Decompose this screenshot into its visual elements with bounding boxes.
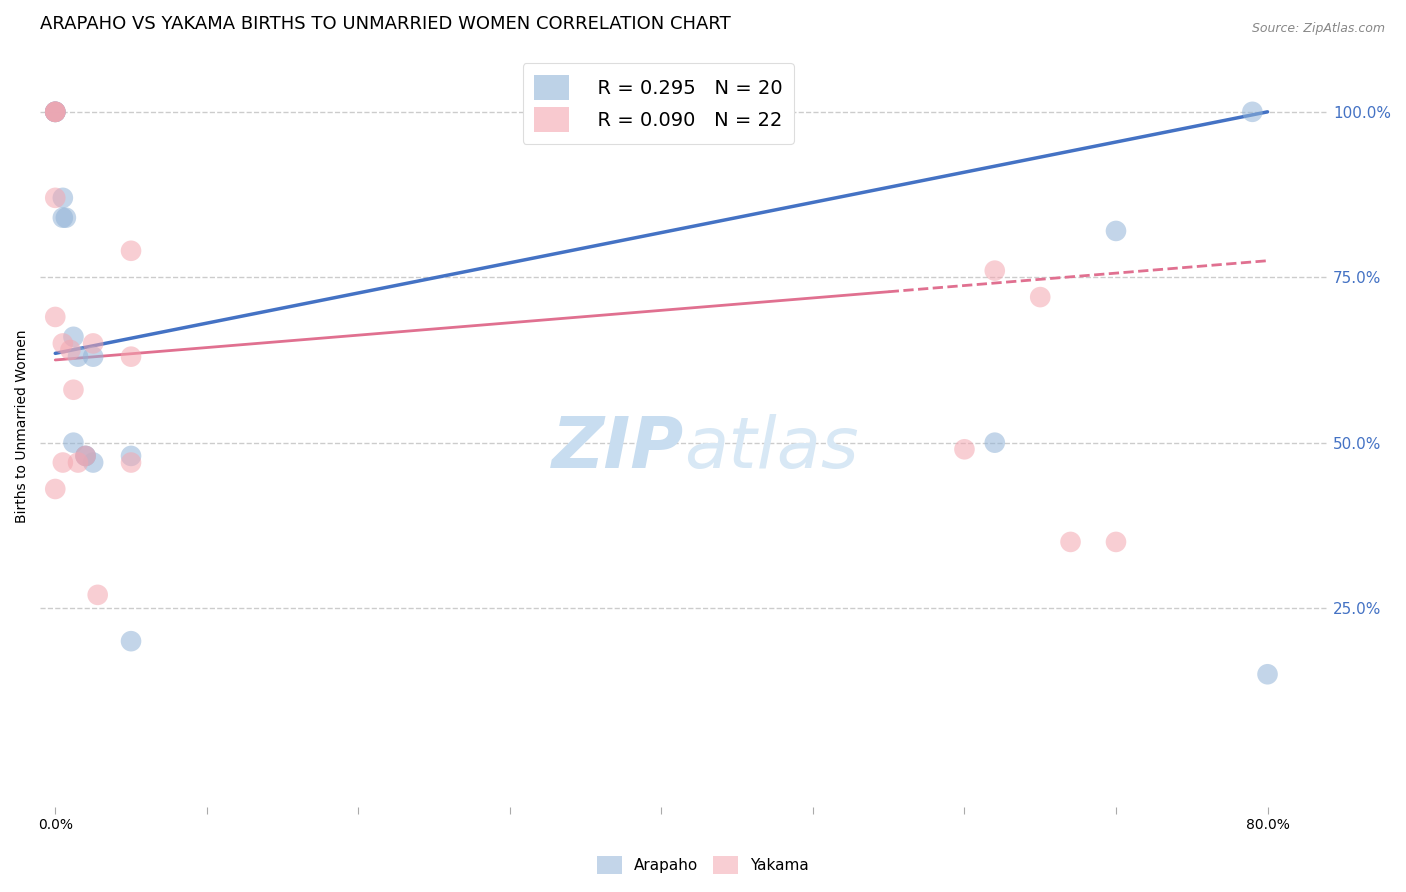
Point xyxy=(44,310,66,324)
Point xyxy=(44,191,66,205)
Point xyxy=(75,449,97,463)
Point xyxy=(1241,104,1264,119)
Point xyxy=(1029,290,1052,304)
Point xyxy=(86,588,108,602)
Legend:   R = 0.295   N = 20,   R = 0.090   N = 22: R = 0.295 N = 20, R = 0.090 N = 22 xyxy=(523,63,794,145)
Point xyxy=(120,350,142,364)
Point xyxy=(44,104,66,119)
Point xyxy=(75,449,97,463)
Legend: Arapaho, Yakama: Arapaho, Yakama xyxy=(591,850,815,880)
Point xyxy=(52,191,75,205)
Point xyxy=(82,350,104,364)
Point xyxy=(984,263,1007,277)
Point xyxy=(82,336,104,351)
Point xyxy=(44,104,66,119)
Y-axis label: Births to Unmarried Women: Births to Unmarried Women xyxy=(15,329,30,523)
Point xyxy=(120,244,142,258)
Point xyxy=(52,211,75,225)
Point xyxy=(953,442,976,457)
Point xyxy=(1257,667,1279,681)
Text: ARAPAHO VS YAKAMA BIRTHS TO UNMARRIED WOMEN CORRELATION CHART: ARAPAHO VS YAKAMA BIRTHS TO UNMARRIED WO… xyxy=(41,15,731,33)
Point xyxy=(44,104,66,119)
Point xyxy=(62,330,84,344)
Point xyxy=(1105,535,1128,549)
Point xyxy=(66,350,89,364)
Point xyxy=(120,456,142,470)
Point xyxy=(1105,224,1128,238)
Point xyxy=(66,456,89,470)
Point xyxy=(55,211,77,225)
Point xyxy=(59,343,82,357)
Point xyxy=(120,449,142,463)
Point xyxy=(1059,535,1081,549)
Point xyxy=(52,456,75,470)
Text: atlas: atlas xyxy=(685,415,859,483)
Point xyxy=(44,104,66,119)
Point xyxy=(44,104,66,119)
Text: ZIP: ZIP xyxy=(553,415,685,483)
Point xyxy=(75,449,97,463)
Point xyxy=(62,435,84,450)
Point xyxy=(120,634,142,648)
Point xyxy=(984,435,1007,450)
Point xyxy=(44,482,66,496)
Point xyxy=(62,383,84,397)
Point xyxy=(44,104,66,119)
Point xyxy=(44,104,66,119)
Text: Source: ZipAtlas.com: Source: ZipAtlas.com xyxy=(1251,22,1385,36)
Point xyxy=(82,456,104,470)
Point xyxy=(52,336,75,351)
